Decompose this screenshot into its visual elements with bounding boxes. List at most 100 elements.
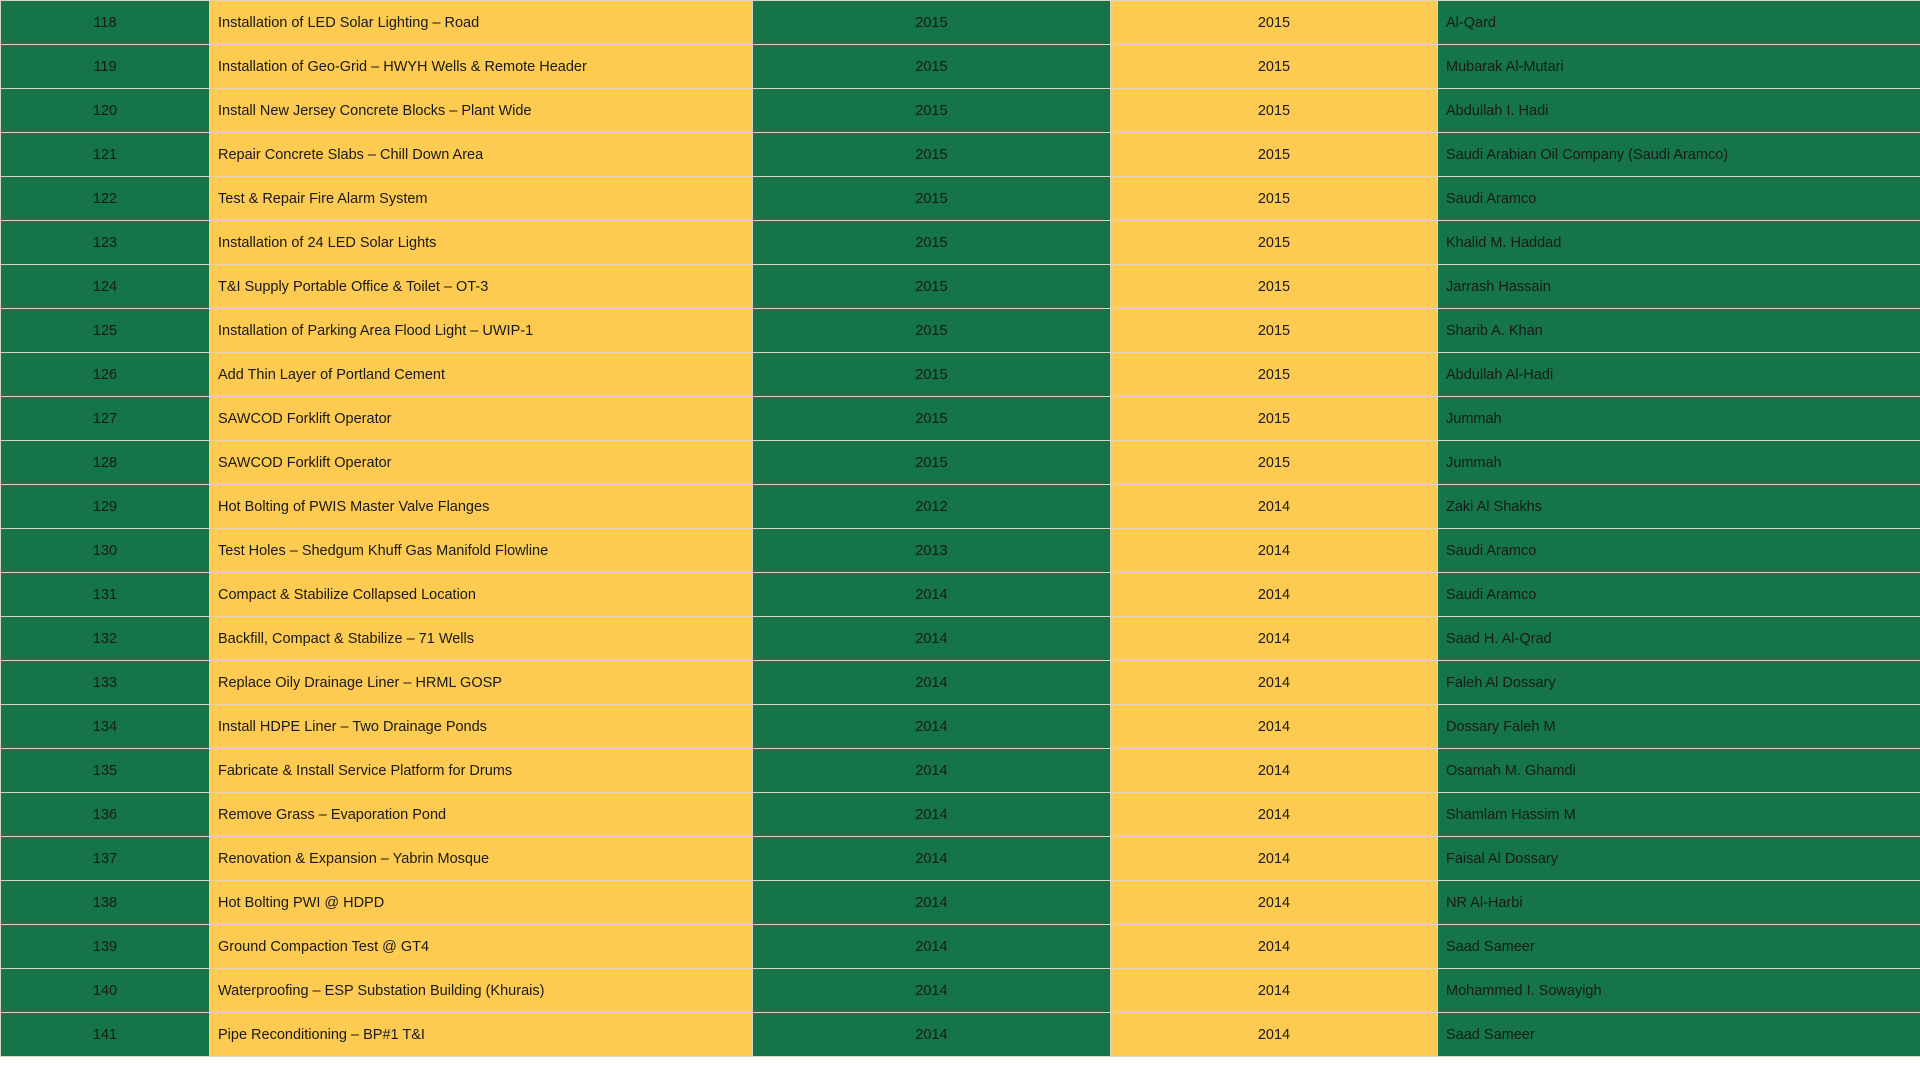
- table-row: 134 Install HDPE Liner – Two Drainage Pon…: [0, 704, 1920, 749]
- row-number-cell: 132: [0, 616, 210, 661]
- table-row: 120 Install New Jersey Concrete Blocks – …: [0, 88, 1920, 133]
- table-row: 137 Renovation & Expansion – Yabrin Mosqu…: [0, 836, 1920, 881]
- row-number-cell: 139: [0, 924, 210, 969]
- start-year-cell: 2014: [752, 924, 1111, 969]
- project-description-cell: Repair Concrete Slabs – Chill Down Area: [209, 132, 753, 177]
- client-contact-cell: Khalid M. Haddad: [1437, 220, 1920, 265]
- table-row: 125 Installation of Parking Area Flood Li…: [0, 308, 1920, 353]
- client-contact-cell: Jummah: [1437, 440, 1920, 485]
- end-year-cell: 2015: [1110, 176, 1438, 221]
- project-description-cell: Installation of Parking Area Flood Light…: [209, 308, 753, 353]
- start-year-cell: 2014: [752, 616, 1111, 661]
- table-row: 121 Repair Concrete Slabs – Chill Down Ar…: [0, 132, 1920, 177]
- client-contact-cell: Jarrash Hassain: [1437, 264, 1920, 309]
- table-row: 126 Add Thin Layer of Portland Cement 2015…: [0, 352, 1920, 397]
- project-description-cell: Test & Repair Fire Alarm System: [209, 176, 753, 221]
- start-year-cell: 2015: [752, 396, 1111, 441]
- client-contact-cell: Saad Sameer: [1437, 924, 1920, 969]
- row-number-cell: 130: [0, 528, 210, 573]
- project-description-cell: Compact & Stabilize Collapsed Location: [209, 572, 753, 617]
- client-contact-cell: Faisal Al Dossary: [1437, 836, 1920, 881]
- row-number-cell: 135: [0, 748, 210, 793]
- end-year-cell: 2015: [1110, 264, 1438, 309]
- client-contact-cell: NR Al-Harbi: [1437, 880, 1920, 925]
- end-year-cell: 2015: [1110, 352, 1438, 397]
- row-number-cell: 128: [0, 440, 210, 485]
- project-description-cell: Install New Jersey Concrete Blocks – Pla…: [209, 88, 753, 133]
- end-year-cell: 2015: [1110, 440, 1438, 485]
- client-contact-cell: Dossary Faleh M: [1437, 704, 1920, 749]
- client-contact-cell: Jummah: [1437, 396, 1920, 441]
- end-year-cell: 2014: [1110, 704, 1438, 749]
- start-year-cell: 2014: [752, 792, 1111, 837]
- project-description-cell: Fabricate & Install Service Platform for…: [209, 748, 753, 793]
- start-year-cell: 2015: [752, 176, 1111, 221]
- end-year-cell: 2014: [1110, 748, 1438, 793]
- client-contact-cell: Osamah M. Ghamdi: [1437, 748, 1920, 793]
- project-description-cell: SAWCOD Forklift Operator: [209, 396, 753, 441]
- end-year-cell: 2015: [1110, 44, 1438, 89]
- client-contact-cell: Saudi Aramco: [1437, 528, 1920, 573]
- table-row: 124 T&I Supply Portable Office & Toilet –…: [0, 264, 1920, 309]
- project-description-cell: Installation of LED Solar Lighting – Roa…: [209, 0, 753, 45]
- start-year-cell: 2014: [752, 1012, 1111, 1057]
- start-year-cell: 2014: [752, 880, 1111, 925]
- projects-table: 118 Installation of LED Solar Lighting – …: [0, 0, 1920, 1057]
- client-contact-cell: Mohammed I. Sowayigh: [1437, 968, 1920, 1013]
- row-number-cell: 126: [0, 352, 210, 397]
- row-number-cell: 119: [0, 44, 210, 89]
- table-row: 131 Compact & Stabilize Collapsed Locatio…: [0, 572, 1920, 617]
- row-number-cell: 121: [0, 132, 210, 177]
- row-number-cell: 131: [0, 572, 210, 617]
- end-year-cell: 2014: [1110, 880, 1438, 925]
- start-year-cell: 2012: [752, 484, 1111, 529]
- start-year-cell: 2015: [752, 440, 1111, 485]
- row-number-cell: 137: [0, 836, 210, 881]
- end-year-cell: 2014: [1110, 924, 1438, 969]
- end-year-cell: 2015: [1110, 88, 1438, 133]
- client-contact-cell: Saudi Arabian Oil Company (Saudi Aramco): [1437, 132, 1920, 177]
- end-year-cell: 2014: [1110, 616, 1438, 661]
- row-number-cell: 118: [0, 0, 210, 45]
- project-description-cell: Hot Bolting of PWIS Master Valve Flanges: [209, 484, 753, 529]
- project-description-cell: Hot Bolting PWI @ HDPD: [209, 880, 753, 925]
- row-number-cell: 122: [0, 176, 210, 221]
- row-number-cell: 124: [0, 264, 210, 309]
- row-number-cell: 141: [0, 1012, 210, 1057]
- end-year-cell: 2014: [1110, 660, 1438, 705]
- project-description-cell: Renovation & Expansion – Yabrin Mosque: [209, 836, 753, 881]
- start-year-cell: 2015: [752, 88, 1111, 133]
- end-year-cell: 2015: [1110, 0, 1438, 45]
- end-year-cell: 2014: [1110, 792, 1438, 837]
- client-contact-cell: Abdullah I. Hadi: [1437, 88, 1920, 133]
- table-row: 139 Ground Compaction Test @ GT4 2014 2014 S…: [0, 924, 1920, 969]
- project-description-cell: Installation of Geo-Grid – HWYH Wells & …: [209, 44, 753, 89]
- table-row: 123 Installation of 24 LED Solar Lights 20…: [0, 220, 1920, 265]
- client-contact-cell: Abdullah Al-Hadi: [1437, 352, 1920, 397]
- row-number-cell: 127: [0, 396, 210, 441]
- project-description-cell: Install HDPE Liner – Two Drainage Ponds: [209, 704, 753, 749]
- table-row: 129 Hot Bolting of PWIS Master Valve Flan…: [0, 484, 1920, 529]
- project-description-cell: Waterproofing – ESP Substation Building …: [209, 968, 753, 1013]
- end-year-cell: 2014: [1110, 572, 1438, 617]
- project-description-cell: Add Thin Layer of Portland Cement: [209, 352, 753, 397]
- start-year-cell: 2014: [752, 572, 1111, 617]
- row-number-cell: 123: [0, 220, 210, 265]
- project-description-cell: Ground Compaction Test @ GT4: [209, 924, 753, 969]
- start-year-cell: 2014: [752, 836, 1111, 881]
- client-contact-cell: Saad Sameer: [1437, 1012, 1920, 1057]
- client-contact-cell: Faleh Al Dossary: [1437, 660, 1920, 705]
- start-year-cell: 2014: [752, 968, 1111, 1013]
- project-description-cell: Backfill, Compact & Stabilize – 71 Wells: [209, 616, 753, 661]
- project-description-cell: Test Holes – Shedgum Khuff Gas Manifold …: [209, 528, 753, 573]
- client-contact-cell: Al-Qard: [1437, 0, 1920, 45]
- table-row: 141 Pipe Reconditioning – BP#1 T&I 2014 201…: [0, 1012, 1920, 1057]
- table-row: 127 SAWCOD Forklift Operator 2015 2015 Jumma…: [0, 396, 1920, 441]
- project-description-cell: Installation of 24 LED Solar Lights: [209, 220, 753, 265]
- client-contact-cell: Saudi Aramco: [1437, 176, 1920, 221]
- start-year-cell: 2015: [752, 352, 1111, 397]
- row-number-cell: 125: [0, 308, 210, 353]
- table-row: 133 Replace Oily Drainage Liner – HRML GO…: [0, 660, 1920, 705]
- table-row: 138 Hot Bolting PWI @ HDPD 2014 2014 NR Al-H…: [0, 880, 1920, 925]
- end-year-cell: 2015: [1110, 308, 1438, 353]
